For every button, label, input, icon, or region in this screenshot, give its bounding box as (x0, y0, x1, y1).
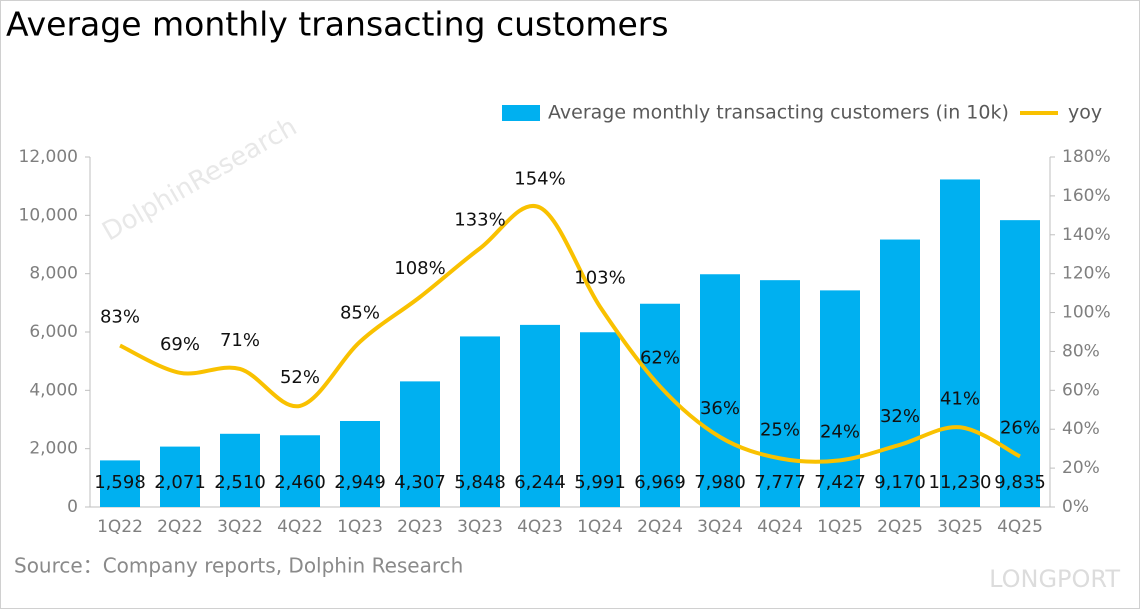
x-tick-label: 1Q24 (577, 517, 623, 537)
bar (700, 274, 740, 507)
x-tick-label: 3Q25 (937, 517, 983, 537)
bar (340, 420, 380, 507)
bar (880, 239, 920, 507)
value-label: 2,071 (154, 472, 206, 493)
value-label: 133% (454, 209, 505, 230)
value-label: 154% (514, 169, 565, 190)
x-tick-label: 3Q22 (217, 517, 263, 537)
y-tick-label: 12,000 (19, 147, 78, 167)
y-tick-label: 10,000 (19, 205, 78, 225)
value-label: 9,170 (874, 472, 926, 493)
x-tick-label: 2Q23 (397, 517, 443, 537)
line (119, 203, 1021, 464)
legend-swatch (502, 105, 540, 121)
y-tick-label: 2,000 (29, 439, 78, 459)
value-label: 41% (940, 388, 980, 409)
x-tick-label: 2Q22 (157, 517, 203, 537)
bar (160, 446, 200, 507)
value-label: 2,949 (334, 472, 386, 493)
value-label: 52% (280, 367, 320, 388)
x-tick-label: 4Q23 (517, 517, 563, 537)
y-tick-label: 4,000 (29, 380, 78, 400)
bar (100, 460, 140, 507)
y-tick-label: 0 (67, 497, 78, 517)
y2-tick-label: 180% (1062, 147, 1111, 167)
value-label: 1,598 (94, 472, 146, 493)
value-label: 24% (820, 421, 860, 442)
y2-tick-label: 120% (1062, 264, 1111, 284)
value-label: 2,510 (214, 472, 266, 493)
value-label: 36% (700, 398, 740, 419)
value-label: 25% (760, 419, 800, 440)
value-label: 11,230 (929, 472, 992, 493)
value-label: 5,848 (454, 472, 506, 493)
y2-tick-label: 60% (1062, 380, 1100, 400)
value-label: 4,307 (394, 472, 446, 493)
value-label: 26% (1000, 417, 1040, 438)
bar (580, 332, 620, 507)
x-tick-label: 2Q24 (637, 517, 683, 537)
bar (1000, 220, 1040, 508)
value-label: 83% (100, 307, 140, 328)
source: Source：Company reports, Dolphin Research (14, 554, 463, 578)
y-tick-label: 6,000 (29, 322, 78, 342)
x-tick-label: 4Q25 (997, 517, 1043, 537)
y2-tick-label: 0% (1062, 497, 1089, 517)
bar (940, 179, 980, 508)
value-label: 69% (160, 334, 200, 355)
x-tick-label: 1Q23 (337, 517, 383, 537)
bar (280, 435, 320, 507)
chart-title: Average monthly transacting customers (6, 5, 669, 44)
value-label: 7,980 (694, 472, 746, 493)
x-tick-label: 3Q24 (697, 517, 743, 537)
x-tick-label: 4Q22 (277, 517, 323, 537)
value-label: 2,460 (274, 472, 326, 493)
x-tick-label: 3Q23 (457, 517, 503, 537)
x-tick-label: 1Q22 (97, 517, 143, 537)
bar (460, 336, 500, 507)
value-label: 6,969 (634, 472, 686, 493)
value-label: 71% (220, 330, 260, 351)
y2-tick-label: 160% (1062, 186, 1111, 206)
x-tick-label: 4Q24 (757, 517, 803, 537)
value-label: 6,244 (514, 472, 566, 493)
bar (220, 433, 260, 507)
value-label: 103% (574, 268, 625, 289)
value-label: 9,835 (994, 472, 1046, 493)
value-label: 62% (640, 347, 680, 368)
y2-tick-label: 140% (1062, 225, 1111, 245)
y2-tick-label: 80% (1062, 341, 1100, 361)
y2-tick-label: 20% (1062, 458, 1100, 478)
legend-label: Average monthly transacting customers (i… (548, 102, 1009, 124)
legend-label: yoy (1068, 102, 1102, 124)
value-label: 85% (340, 303, 380, 324)
y-tick-label: 8,000 (29, 264, 78, 284)
y2-tick-label: 40% (1062, 419, 1100, 439)
value-label: 32% (880, 406, 920, 427)
bar (400, 381, 440, 507)
bar (760, 280, 800, 507)
value-label: 108% (394, 258, 445, 279)
bar (640, 303, 680, 507)
bar (820, 290, 860, 507)
value-label: 5,991 (574, 472, 626, 493)
value-label: 7,777 (754, 472, 806, 493)
value-label: 7,427 (814, 472, 866, 493)
x-tick-label: 2Q25 (877, 517, 923, 537)
y2-tick-label: 100% (1062, 303, 1111, 323)
bar (520, 324, 560, 507)
watermark: LONGPORT (989, 565, 1120, 593)
x-tick-label: 1Q25 (817, 517, 863, 537)
